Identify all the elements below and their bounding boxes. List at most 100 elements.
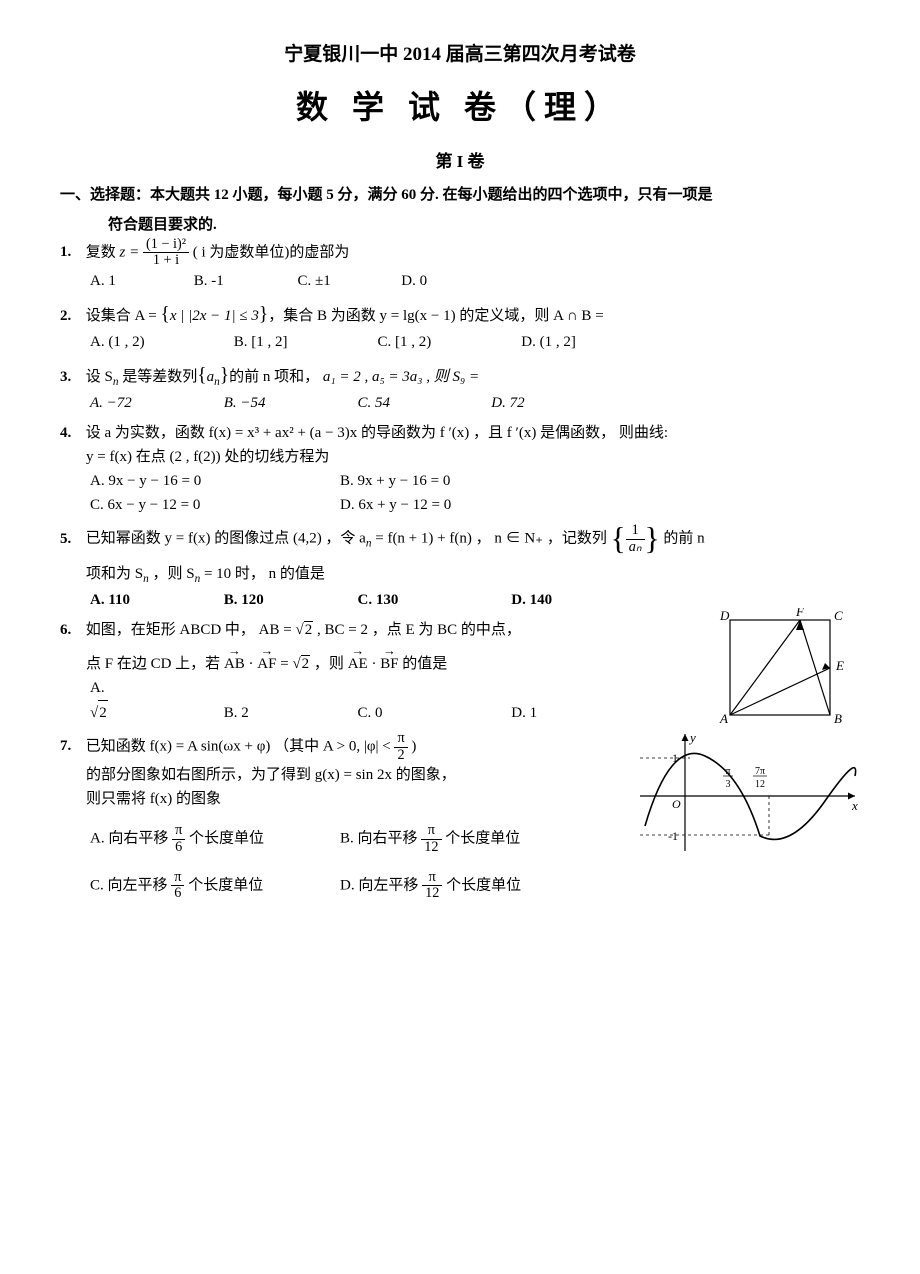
q2-stem-b: ，集合 B 为函数 y = lg(x − 1) 的定义域，则 A ∩ B =	[268, 308, 603, 324]
q5-line2-a: 项和为 S	[86, 566, 143, 582]
q5-opt-a: A. 110	[90, 588, 190, 612]
q7-stem-a: 已知函数 f(x) = A sin(ωx + φ) （其中 A > 0, |φ|…	[86, 738, 395, 754]
section-1-heading-line2: 符合题目要求的.	[60, 213, 860, 237]
q3-opt-d: D. 72	[491, 391, 524, 415]
q6-line2-a: 点 F 在边 CD 上，若	[86, 656, 224, 672]
svg-text:12: 12	[755, 779, 765, 790]
q4-opt-a: A. 9x − y − 16 = 0	[90, 469, 340, 493]
q3-stem-c: 的前 n 项和，	[229, 369, 319, 385]
q7-opt-c: C. 向左平移 π6 个长度单位	[90, 870, 340, 902]
q3-set-inner: a	[207, 369, 215, 385]
q1-opt-a: A. 1	[90, 269, 160, 293]
q2-opt-a: A. (1 , 2)	[90, 330, 200, 354]
q6-stem-b: , BC = 2 ，点 E 为 BC 的中点，	[313, 622, 521, 638]
q6-vec-ae: AE	[348, 652, 368, 676]
q2-opt-d: D. (1 , 2]	[521, 330, 576, 354]
q1-fraction: (1 − i)² 1 + i	[143, 237, 189, 269]
brace-right-icon: }	[645, 522, 660, 557]
q5-stem-c: 的前 n	[663, 531, 704, 547]
q5-stem-b: = f(n + 1) + f(n) ， n ∈ N₊ ，记数列	[371, 531, 610, 547]
q4-opt-d: D. 6x + y − 12 = 0	[340, 493, 590, 517]
q3-opt-a: A. −72	[90, 391, 190, 415]
question-4: 4. 设 a 为实数，函数 f(x) = x³ + ax² + (a − 3)x…	[60, 421, 860, 517]
q4-opt-c: C. 6x − y − 12 = 0	[90, 493, 340, 517]
q5-brace-set: {1aₙ}	[611, 523, 660, 555]
section-1-heading-line1: 一、选择题：本大题共 12 小题，每小题 5 分，满分 60 分. 在每小题给出…	[60, 183, 860, 207]
q5-opt-d: D. 140	[511, 588, 552, 612]
q1-opt-d: D. 0	[401, 269, 427, 293]
q5-num: 5.	[60, 527, 82, 551]
q6-stem-a: 如图，在矩形 ABCD 中， AB =	[86, 622, 296, 638]
q4-options: A. 9x − y − 16 = 0 B. 9x + y − 16 = 0 C.…	[60, 469, 860, 517]
q6-vec-af: AF	[257, 652, 276, 676]
volume-label: 第 I 卷	[60, 148, 860, 175]
q5-opt-c: C. 130	[358, 588, 478, 612]
q6-dot1: ·	[245, 656, 258, 672]
q5-line2-c: = 10 时， n 的值是	[200, 566, 325, 582]
q6-label-d: D	[719, 608, 730, 623]
q3-stem-b: 是等差数列	[118, 369, 197, 385]
q6-label-f: F	[795, 608, 805, 619]
q7-figure: y x O 1 -1 π 3 7π 12	[630, 726, 870, 864]
q2-stem-a: 设集合 A =	[86, 308, 161, 324]
q5-line2-b: ，则 S	[149, 566, 195, 582]
q7-num: 7.	[60, 734, 82, 758]
q3-num: 3.	[60, 365, 82, 389]
q7-frac-pi2: π2	[394, 731, 407, 763]
q7-pi2-den: 2	[394, 748, 407, 764]
q2-opt-c: C. [1 , 2)	[378, 330, 488, 354]
q7-stem-b: )	[411, 738, 416, 754]
q6-line2-b: ，则	[310, 656, 348, 672]
q1-frac-num: (1 − i)²	[143, 237, 189, 254]
q5-brace-num: 1	[626, 523, 645, 540]
q6-sqrt2-a: 2	[295, 618, 313, 642]
q4-num: 4.	[60, 421, 82, 445]
q7-origin: O	[672, 797, 681, 811]
question-1: 1. 复数 z = (1 − i)² 1 + i ( i 为虚数单位)的虚部为 …	[60, 237, 860, 293]
q2-options: A. (1 , 2) B. [1 , 2] C. [1 , 2) D. (1 ,…	[60, 330, 860, 354]
q1-stem-post: ( i 为虚数单位)的虚部为	[193, 244, 350, 260]
q2-set-close: }	[259, 304, 268, 325]
q6-num: 6.	[60, 618, 82, 642]
svg-text:3: 3	[726, 779, 731, 790]
q6-vec-bf: BF	[380, 652, 398, 676]
q6-vec-ab: AB	[224, 652, 245, 676]
svg-text:π: π	[725, 766, 730, 777]
q3-stem-a: 设 S	[86, 369, 113, 385]
q6-label-a: A	[719, 711, 728, 726]
q7-opt-d: D. 向左平移 π12 个长度单位	[340, 870, 590, 902]
q4-opt-b: B. 9x + y − 16 = 0	[340, 469, 590, 493]
q1-opt-b: B. -1	[194, 269, 264, 293]
q6-opt-d: D. 1	[511, 701, 537, 725]
q6-label-b: B	[834, 711, 842, 726]
q6-rectangle-diagram: A B C D E F	[710, 608, 860, 738]
q6-label-c: C	[834, 608, 843, 623]
q1-z-eq: z =	[120, 244, 143, 260]
q1-stem-pre: 复数	[86, 244, 120, 260]
q2-opt-b: B. [1 , 2]	[234, 330, 344, 354]
brace-left-icon: {	[611, 522, 626, 557]
q7-ytick-1: 1	[672, 751, 678, 765]
q6-opt-a: A. 2	[90, 676, 190, 725]
q7-opt-a: A. 向右平移 π6 个长度单位	[90, 823, 340, 855]
question-5: 5. 已知幂函数 y = f(x) 的图像过点 (4,2) ，令 an = f(…	[60, 523, 860, 611]
question-6: A B C D E F 6. 如图，在矩形 ABCD 中， AB = 2 , B…	[60, 618, 860, 725]
q7-ytick-neg1: -1	[668, 829, 678, 843]
q1-opt-c: C. ±1	[298, 269, 368, 293]
q3-opt-c: C. 54	[358, 391, 458, 415]
q5-line2: 项和为 Sn ，则 Sn = 10 时， n 的值是	[60, 562, 860, 588]
page-header: 宁夏银川一中 2014 届高三第四次月考试卷	[60, 40, 860, 70]
q3-set-close: }	[220, 365, 229, 386]
main-title: 数 学 试 卷（理）	[60, 82, 860, 133]
q2-set-open: {	[160, 304, 169, 325]
question-2: 2. 设集合 A = {x | |2x − 1| ≤ 3}，集合 B 为函数 y…	[60, 299, 860, 354]
q1-frac-den: 1 + i	[143, 253, 189, 269]
q5-brace-den: aₙ	[626, 540, 645, 556]
q3-cond: a₁ = 2 , a₅ = 3a₃ , 则 S₉ =	[319, 369, 479, 385]
q1-options: A. 1 B. -1 C. ±1 D. 0	[60, 269, 860, 293]
q1-num: 1.	[60, 240, 82, 264]
q2-num: 2.	[60, 304, 82, 328]
q7-opt-b: B. 向右平移 π12 个长度单位	[340, 823, 590, 855]
q3-opt-b: B. −54	[224, 391, 324, 415]
q6-opt-c: C. 0	[358, 701, 478, 725]
